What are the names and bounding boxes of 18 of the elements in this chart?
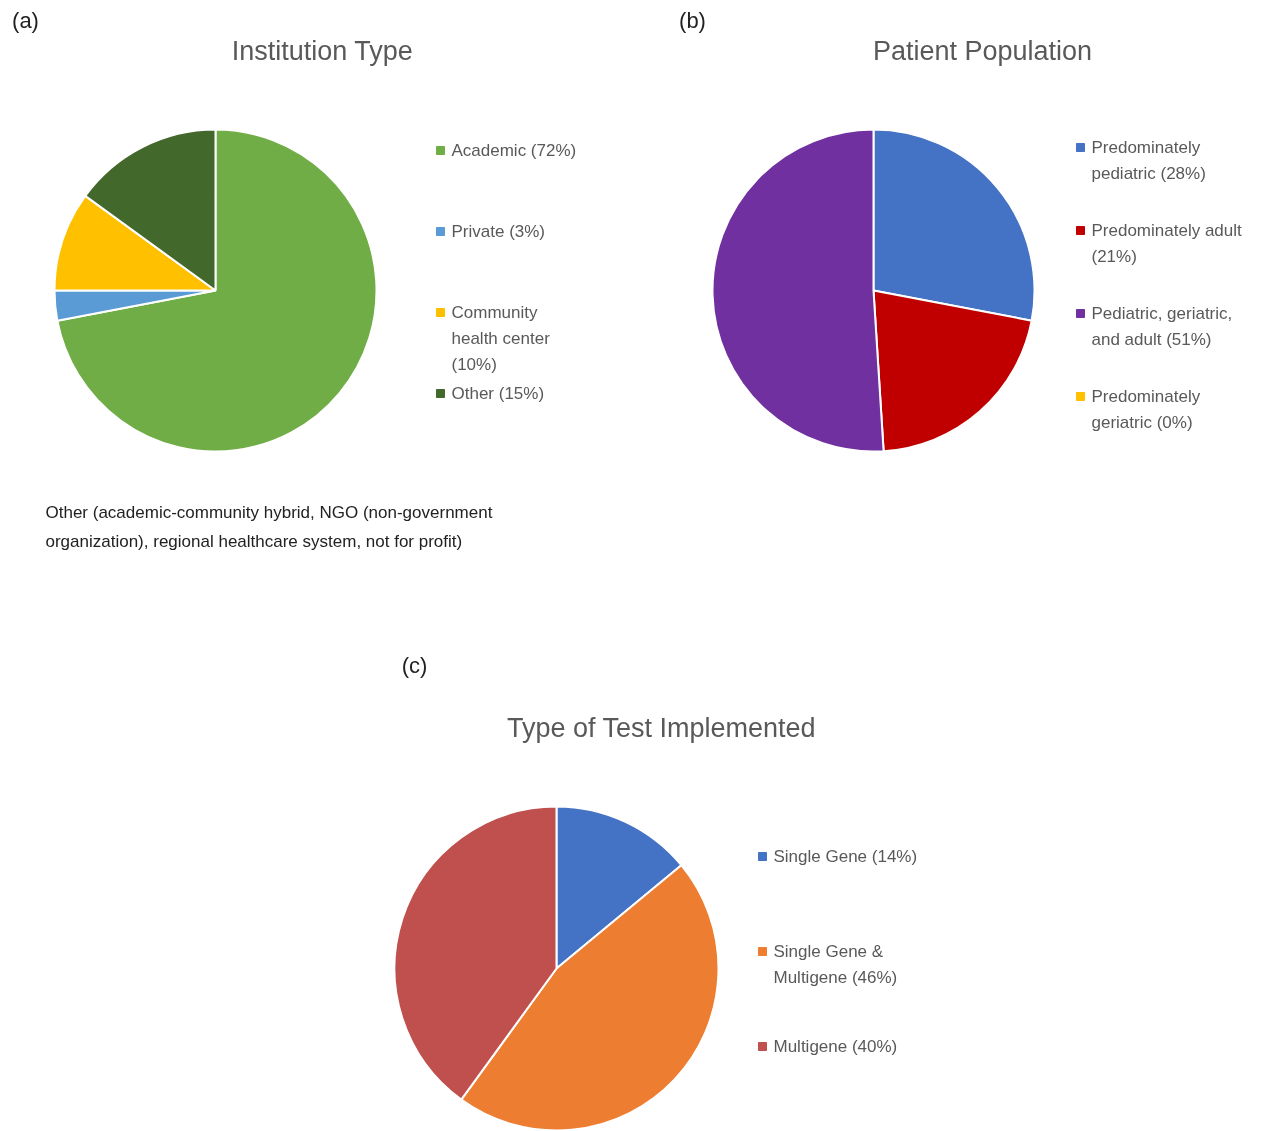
legend-label: Predominately pediatric (28%): [1091, 138, 1206, 183]
legend-label: Community health center (10%): [451, 303, 551, 374]
chart-title: Patient Population: [872, 35, 1093, 66]
chart-title: Institution Type: [231, 35, 413, 66]
legend-label: Single Gene & Multigene (46%): [773, 942, 898, 987]
text: (c): [401, 653, 428, 678]
legend-label: Other (15%): [451, 384, 545, 403]
legend-label: Pediatric, geriatric, and adult (51%): [1091, 304, 1233, 349]
text: (a): [12, 8, 39, 33]
text: (b): [679, 8, 706, 33]
legend-label: Single Gene (14%): [773, 847, 918, 866]
legend-label: Predominately adult (21%): [1091, 221, 1243, 266]
chart-title: Type of Test Implemented: [506, 712, 816, 743]
legend-label: Private (3%): [451, 222, 546, 241]
legend-label: Predominately geriatric (0%): [1091, 387, 1201, 432]
text: Other (academic-community hybrid, NGO (non-government organization), regional healthcare system, not for profit): [45, 503, 493, 551]
legend-label: Multigene (40%): [773, 1037, 898, 1056]
legend-label: Academic (72%): [451, 141, 577, 160]
